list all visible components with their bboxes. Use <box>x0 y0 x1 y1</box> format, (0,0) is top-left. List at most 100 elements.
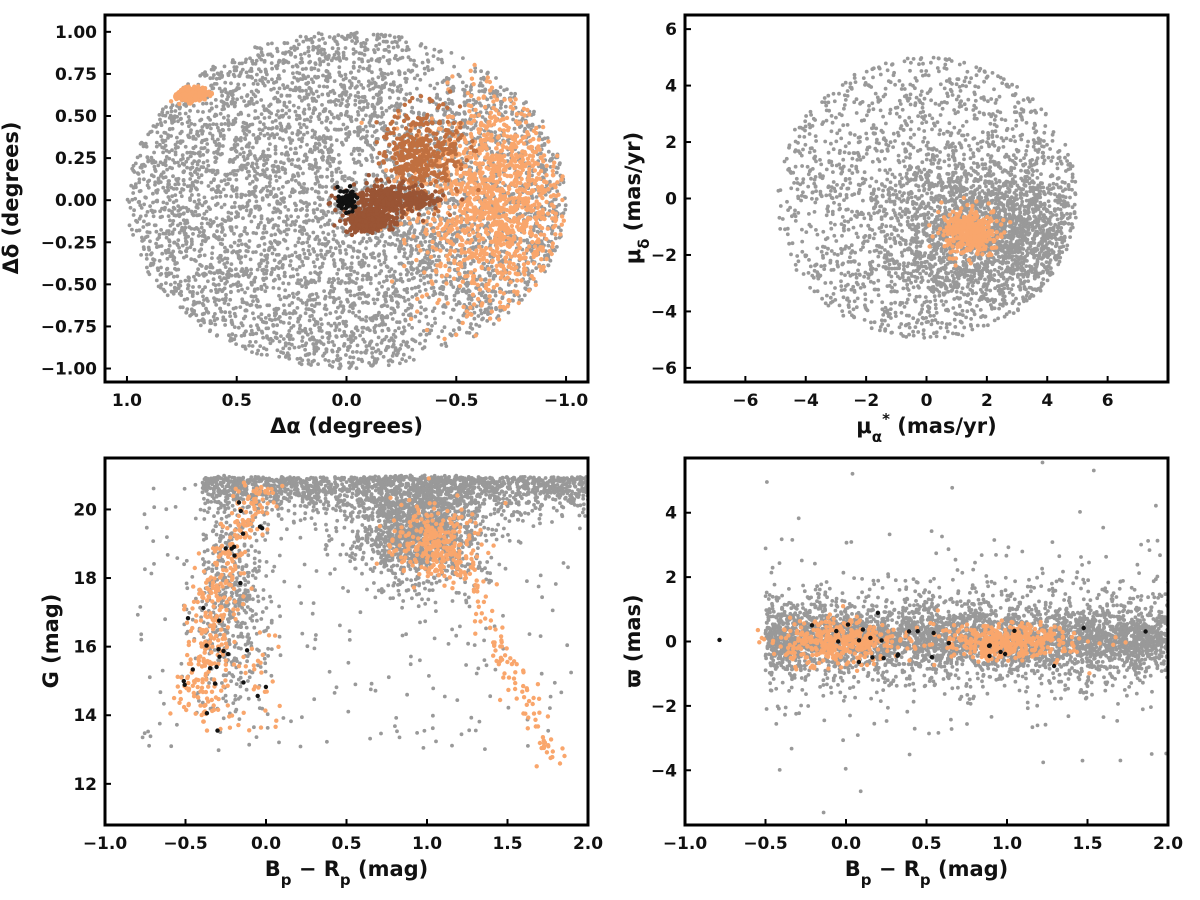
field-point <box>167 150 172 154</box>
field-point <box>152 223 157 228</box>
field-point <box>301 241 306 245</box>
field-point <box>338 160 342 165</box>
field-point <box>400 48 405 53</box>
field-point <box>470 327 475 331</box>
field-point <box>258 304 262 309</box>
field-point <box>131 233 136 237</box>
field-point <box>242 270 246 274</box>
field-point <box>151 214 156 219</box>
field-point <box>396 304 400 309</box>
field-point <box>337 366 341 371</box>
field-point <box>144 257 149 261</box>
field-point <box>311 44 316 49</box>
field-point <box>356 95 361 100</box>
field-point <box>185 286 190 291</box>
field-point <box>287 100 292 104</box>
field-point <box>210 251 215 256</box>
field-point <box>430 234 434 238</box>
field-point <box>189 154 193 159</box>
field-point <box>374 43 378 48</box>
field-point <box>181 178 186 183</box>
field-point <box>444 248 449 253</box>
field-point <box>261 267 266 272</box>
field-point <box>128 205 133 210</box>
field-point <box>148 204 153 209</box>
field-point <box>254 162 259 166</box>
field-point <box>353 313 358 318</box>
field-point <box>297 137 301 142</box>
field-point <box>458 74 462 79</box>
field-point <box>192 151 197 156</box>
field-point <box>165 266 170 271</box>
field-point <box>319 120 324 125</box>
field-point <box>494 306 498 310</box>
field-point <box>196 213 200 218</box>
field-point <box>334 310 338 314</box>
field-point <box>262 271 266 276</box>
field-point <box>233 139 238 144</box>
field-point <box>197 167 202 172</box>
field-point <box>344 93 348 97</box>
field-point <box>319 224 323 229</box>
field-point <box>335 316 340 321</box>
field-point <box>173 213 178 218</box>
field-point <box>296 78 300 83</box>
field-point <box>405 287 409 291</box>
field-point <box>195 180 199 184</box>
field-point <box>288 263 293 268</box>
field-point <box>389 104 394 108</box>
field-point <box>180 243 185 248</box>
field-point <box>274 178 279 183</box>
field-point <box>222 133 226 138</box>
field-point <box>309 115 313 120</box>
field-point <box>254 231 259 236</box>
field-point <box>200 72 205 76</box>
field-point <box>364 273 369 278</box>
field-point <box>292 345 297 350</box>
field-point <box>421 329 426 333</box>
field-point <box>227 127 231 132</box>
field-point <box>173 150 178 155</box>
field-point <box>315 257 320 261</box>
field-point <box>304 279 309 283</box>
field-point <box>237 61 242 66</box>
field-point <box>395 320 399 324</box>
field-point <box>282 69 286 73</box>
field-point <box>287 254 292 258</box>
field-point <box>445 201 450 205</box>
field-point <box>172 206 177 211</box>
field-point <box>224 193 229 198</box>
field-point <box>396 35 401 39</box>
field-point <box>248 257 253 262</box>
field-point <box>379 115 384 119</box>
field-point <box>380 77 385 82</box>
field-point <box>238 152 243 157</box>
field-point <box>263 289 268 294</box>
field-point <box>248 324 253 328</box>
field-point <box>482 278 487 282</box>
field-point <box>363 135 367 140</box>
field-point <box>240 287 244 292</box>
field-point <box>185 184 190 189</box>
field-point <box>287 49 291 54</box>
field-point <box>180 225 185 230</box>
field-point <box>245 143 250 148</box>
field-point <box>304 88 308 93</box>
field-point <box>290 158 295 162</box>
field-point <box>214 143 219 148</box>
field-point <box>337 328 342 332</box>
field-point <box>147 178 152 183</box>
field-point <box>277 276 282 281</box>
field-point <box>237 74 242 78</box>
field-point <box>299 125 303 130</box>
field-point <box>186 115 191 119</box>
field-point <box>350 350 355 354</box>
field-point <box>233 100 238 105</box>
field-point <box>259 47 264 51</box>
field-point <box>472 316 477 321</box>
field-point <box>438 292 442 296</box>
field-point <box>187 118 192 123</box>
field-point <box>240 192 245 197</box>
field-point <box>276 266 281 271</box>
field-point <box>464 84 469 88</box>
